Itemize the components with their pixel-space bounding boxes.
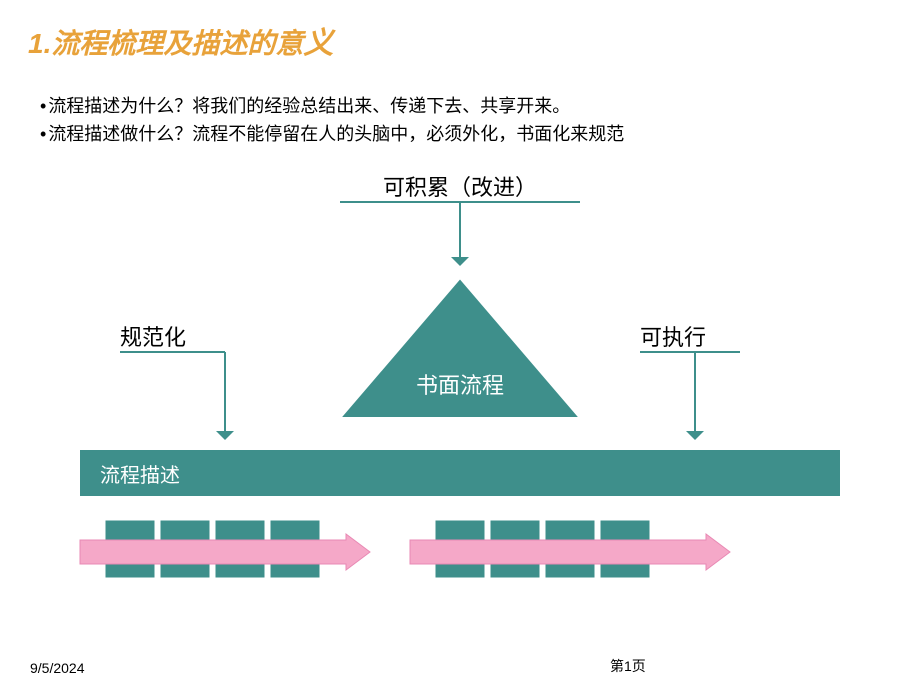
diagram-svg: 部门部门部门部门部门部门部门部门 <box>0 0 920 690</box>
footer-date: 9/5/2024 <box>30 660 85 676</box>
process-bar: 流程描述 <box>80 450 840 496</box>
footer-page: 第1页 <box>610 656 646 676</box>
triangle-label: 书面流程 <box>416 368 504 400</box>
process-bar-label: 流程描述 <box>100 459 180 488</box>
